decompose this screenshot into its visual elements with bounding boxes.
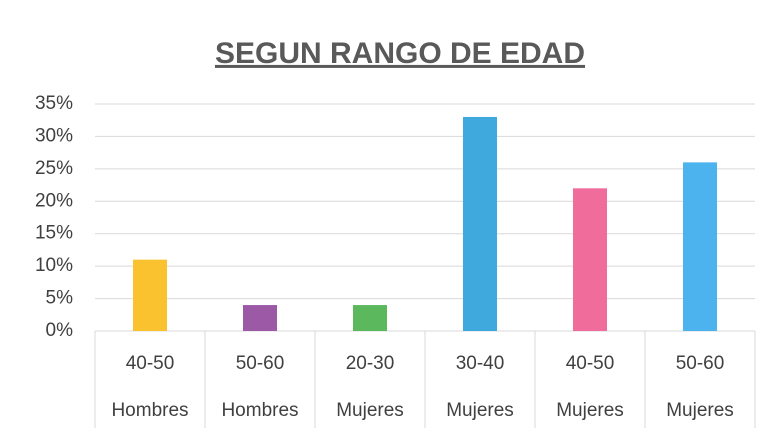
y-tick-label: 5%: [46, 288, 74, 309]
y-tick-label: 25%: [35, 158, 73, 179]
x-group-label: Mujeres: [556, 400, 624, 421]
bar: [133, 259, 167, 331]
x-group-label: Mujeres: [336, 400, 404, 421]
y-tick-label: 0%: [46, 320, 74, 341]
y-tick-label: 35%: [35, 93, 73, 114]
bar: [243, 305, 277, 331]
bar: [573, 188, 607, 331]
bar: [463, 116, 497, 331]
x-group-label: Mujeres: [666, 400, 734, 421]
x-tick-label: 20-30: [346, 353, 395, 374]
y-tick-label: 30%: [35, 125, 73, 146]
bar: [353, 305, 387, 331]
x-tick-label: 40-50: [126, 353, 175, 374]
x-group-label: Hombres: [111, 400, 188, 421]
x-tick-label: 30-40: [456, 353, 505, 374]
x-group-label: Mujeres: [446, 400, 514, 421]
x-tick-label: 40-50: [566, 353, 615, 374]
x-tick-label: 50-60: [676, 353, 725, 374]
y-tick-label: 20%: [35, 190, 73, 211]
x-tick-label: 50-60: [236, 353, 285, 374]
y-tick-label: 15%: [35, 223, 73, 244]
x-group-label: Hombres: [221, 400, 298, 421]
y-tick-label: 10%: [35, 255, 73, 276]
bar: [683, 162, 717, 331]
chart-title: SEGUN RANGO DE EDAD: [215, 37, 585, 70]
